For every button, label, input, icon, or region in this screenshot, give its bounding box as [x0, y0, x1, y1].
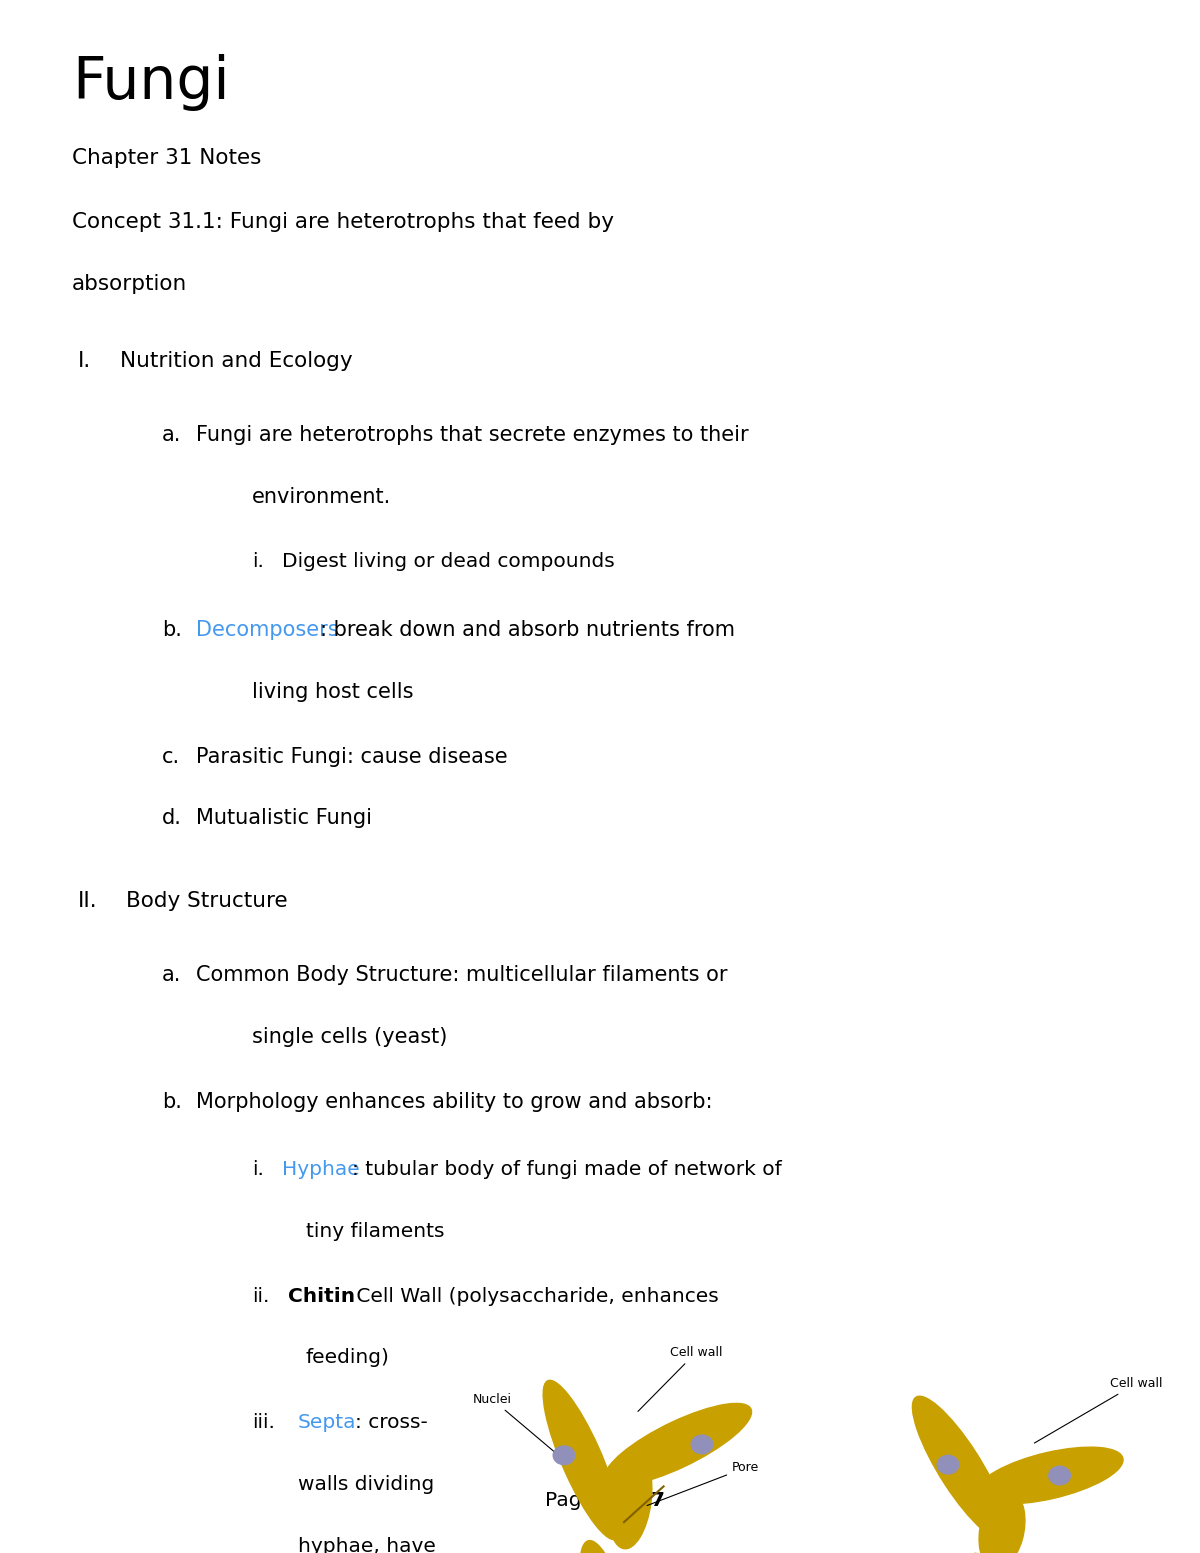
Ellipse shape	[553, 1446, 575, 1464]
Text: Mutualistic Fungi: Mutualistic Fungi	[196, 809, 372, 828]
Text: 7: 7	[650, 1491, 665, 1510]
Text: d.: d.	[162, 809, 182, 828]
Text: feeding): feeding)	[306, 1348, 390, 1368]
Text: tiny filaments: tiny filaments	[306, 1222, 444, 1241]
Text: Cell wall: Cell wall	[1034, 1378, 1163, 1443]
Text: Nutrition and Ecology: Nutrition and Ecology	[120, 351, 353, 371]
Text: ii.: ii.	[252, 1286, 269, 1306]
Text: Body Structure: Body Structure	[126, 891, 288, 912]
Ellipse shape	[608, 1449, 652, 1548]
Text: iii.: iii.	[252, 1413, 275, 1432]
Text: b.: b.	[162, 1092, 182, 1112]
Ellipse shape	[979, 1491, 1025, 1553]
Text: a.: a.	[162, 964, 181, 985]
Text: of: of	[619, 1491, 652, 1510]
Text: Pore: Pore	[647, 1461, 760, 1505]
Text: Decomposers: Decomposers	[196, 620, 338, 640]
Text: b.: b.	[162, 620, 182, 640]
Ellipse shape	[605, 1404, 751, 1486]
Text: c.: c.	[162, 747, 180, 767]
Ellipse shape	[977, 1447, 1123, 1503]
Text: Chapter 31 Notes: Chapter 31 Notes	[72, 148, 262, 168]
Ellipse shape	[544, 1381, 620, 1539]
Text: Common Body Structure: multicellular filaments or: Common Body Structure: multicellular fil…	[196, 964, 727, 985]
Text: : cross-: : cross-	[355, 1413, 428, 1432]
Text: Page: Page	[545, 1491, 600, 1510]
Text: i.: i.	[252, 1160, 264, 1179]
Text: Morphology enhances ability to grow and absorb:: Morphology enhances ability to grow and …	[196, 1092, 712, 1112]
Text: Digest living or dead compounds: Digest living or dead compounds	[282, 551, 614, 572]
Text: I.: I.	[78, 351, 91, 371]
Text: a.: a.	[162, 426, 181, 444]
Text: Cell Wall (polysaccharide, enhances: Cell Wall (polysaccharide, enhances	[350, 1286, 719, 1306]
Text: : tubular body of fungi made of network of: : tubular body of fungi made of network …	[352, 1160, 781, 1179]
Text: 1: 1	[602, 1491, 617, 1510]
Text: absorption: absorption	[72, 275, 187, 295]
Text: walls dividing: walls dividing	[298, 1475, 434, 1494]
Text: Parasitic Fungi: cause disease: Parasitic Fungi: cause disease	[196, 747, 508, 767]
Text: i.: i.	[252, 551, 264, 572]
Text: : break down and absorb nutrients from: : break down and absorb nutrients from	[320, 620, 736, 640]
Text: Cell wall: Cell wall	[638, 1346, 722, 1412]
Ellipse shape	[580, 1541, 632, 1553]
Text: Fungi: Fungi	[72, 54, 229, 112]
Text: Nuclei: Nuclei	[473, 1393, 562, 1458]
Text: environment.: environment.	[252, 488, 391, 506]
Text: II.: II.	[78, 891, 97, 912]
Text: Chitin: Chitin	[288, 1286, 355, 1306]
Ellipse shape	[912, 1396, 1008, 1539]
Text: Fungi are heterotrophs that secrete enzymes to their: Fungi are heterotrophs that secrete enzy…	[196, 426, 749, 444]
Text: Concept 31.1: Fungi are heterotrophs that feed by: Concept 31.1: Fungi are heterotrophs tha…	[72, 213, 614, 233]
Ellipse shape	[937, 1455, 959, 1474]
Text: living host cells: living host cells	[252, 682, 414, 702]
Ellipse shape	[691, 1435, 713, 1454]
Ellipse shape	[1049, 1466, 1070, 1485]
Text: hyphae, have: hyphae, have	[298, 1537, 436, 1553]
Text: Septa: Septa	[298, 1413, 356, 1432]
Text: single cells (yeast): single cells (yeast)	[252, 1027, 448, 1047]
Text: Hyphae: Hyphae	[282, 1160, 360, 1179]
